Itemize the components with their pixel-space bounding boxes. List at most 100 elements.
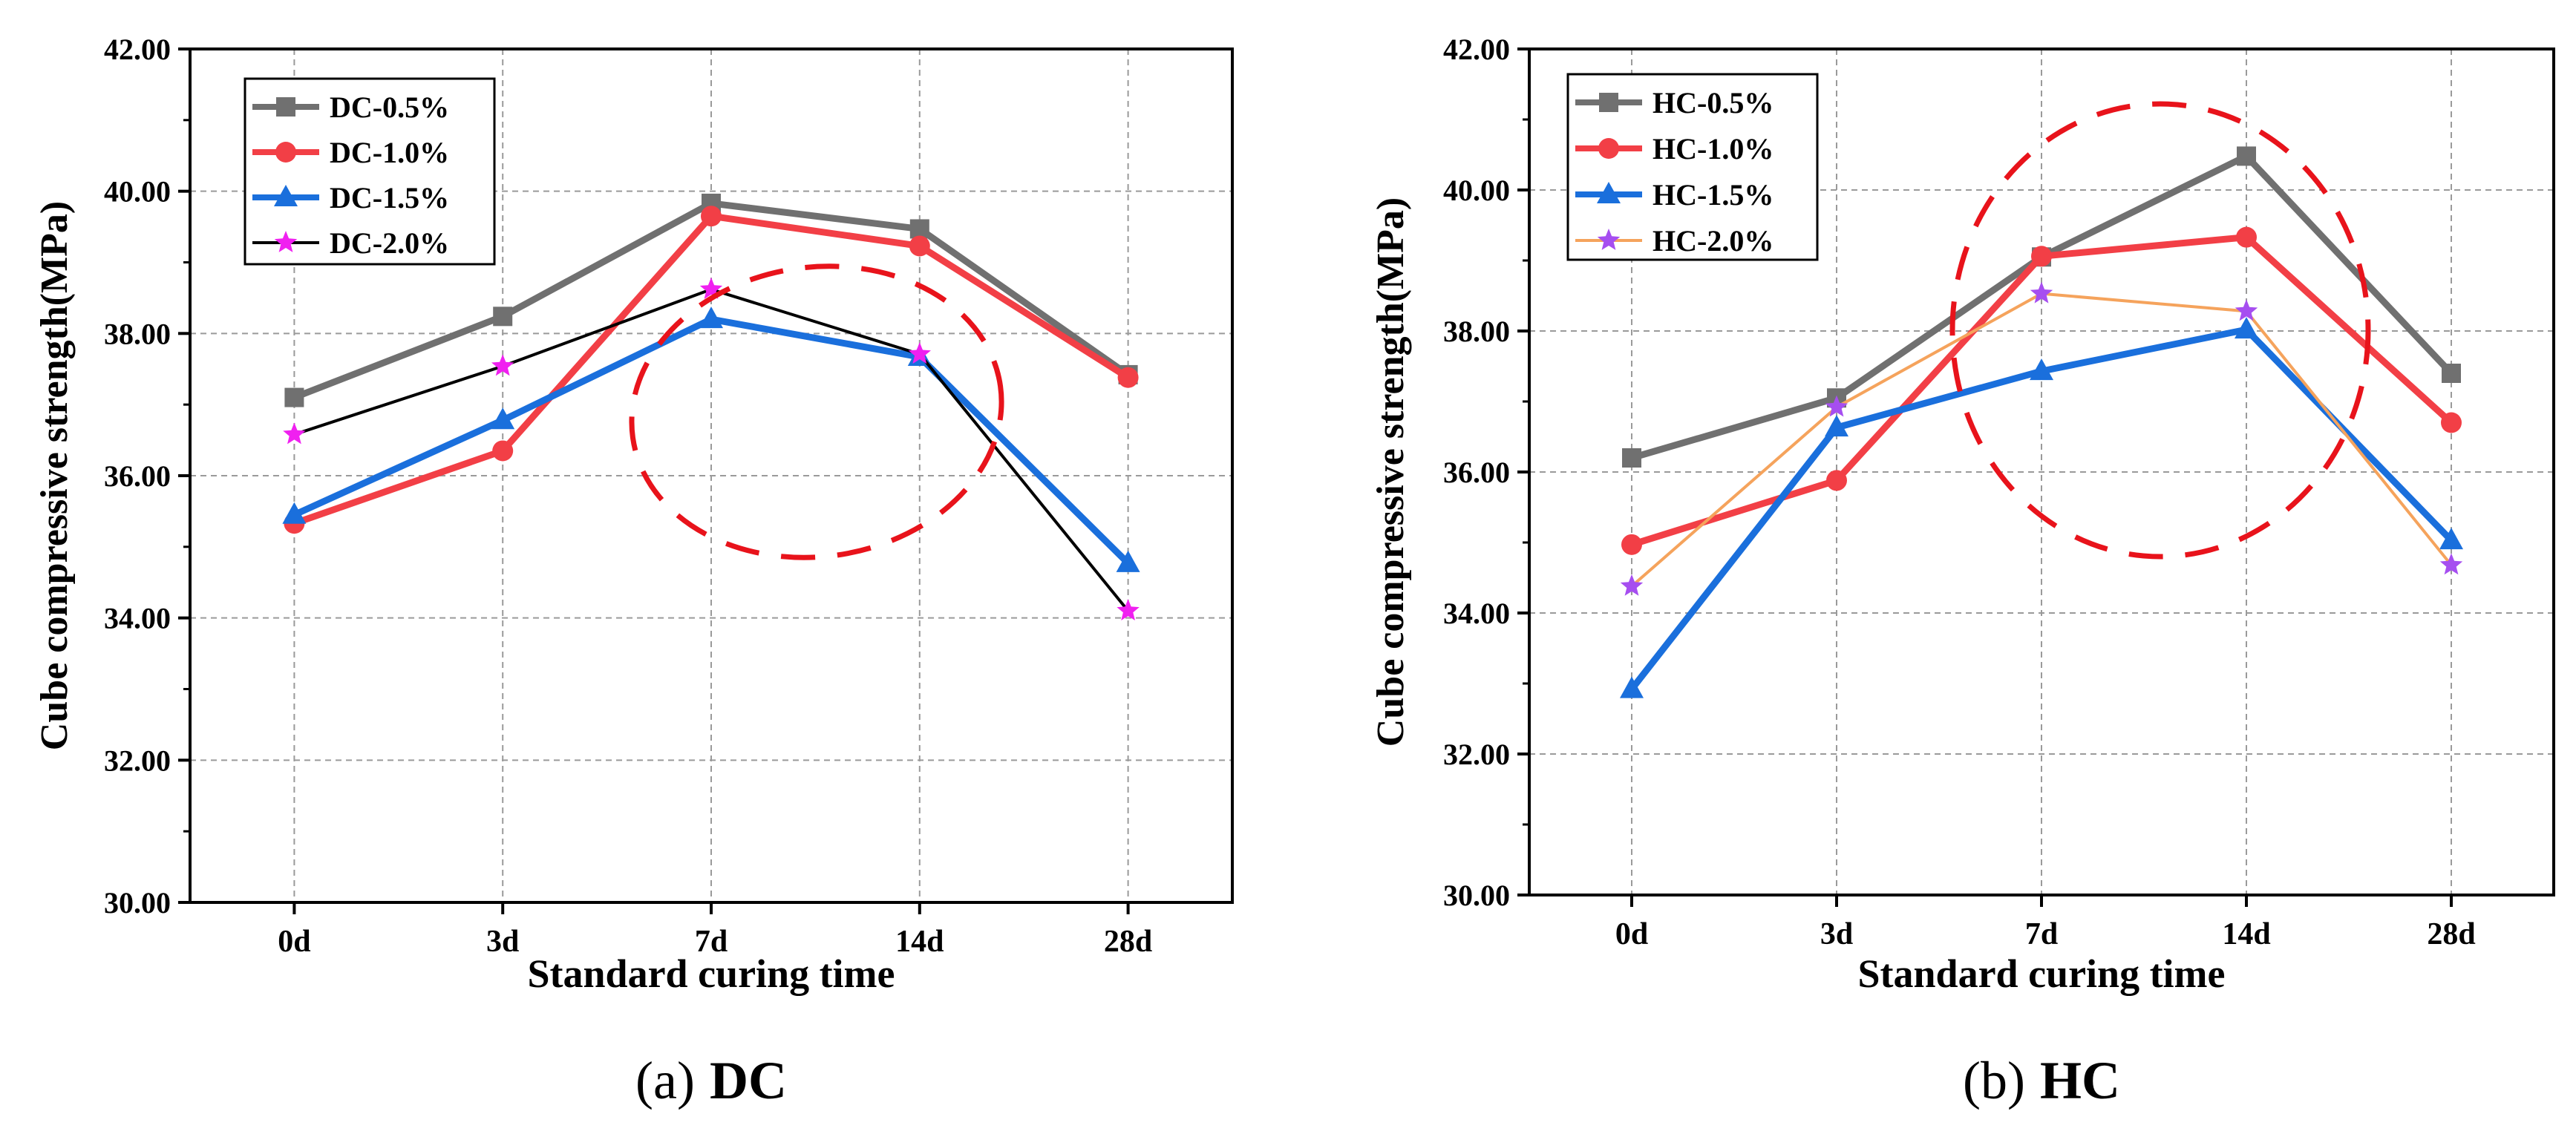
y-tick-label: 36.00 [104, 459, 171, 493]
y-tick-label: 36.00 [1443, 456, 1510, 489]
data-point [909, 219, 929, 239]
legend-item: HC-1.0% [1575, 132, 1774, 165]
data-point [1620, 676, 1644, 698]
legend-item: DC-1.0% [252, 136, 449, 169]
x-axis-title: Standard curing time [527, 951, 895, 996]
data-point [2031, 246, 2052, 267]
data-point [1826, 470, 1847, 491]
data-point [2236, 226, 2257, 248]
data-point [1622, 448, 1641, 468]
highlight-ellipse [1949, 101, 2371, 560]
data-point [284, 387, 304, 407]
y-axis-title: Cube compressive strength(MPa) [33, 201, 76, 750]
y-tick-label: 38.00 [104, 317, 171, 350]
panel-caption: (b) HC [1963, 1051, 2120, 1110]
legend-label: DC-1.5% [330, 181, 449, 214]
data-point [2442, 364, 2461, 383]
panel-caption: (a) DC [635, 1051, 787, 1110]
legend-marker [275, 142, 296, 163]
data-point [2237, 146, 2256, 166]
data-point [2235, 317, 2258, 339]
panel-label: (a) [635, 1051, 695, 1110]
y-tick-label: 40.00 [104, 175, 171, 209]
chart-panel-b: 30.00 32.00 34.00 36.00 38.00 40.00 42.00 0d 3d 7… [1370, 33, 2555, 996]
y-tick-label: 30.00 [104, 886, 171, 919]
series-DC-2.0% [283, 277, 1140, 620]
data-point [1117, 367, 1139, 388]
data-point [2439, 528, 2463, 550]
legend-label: HC-2.0% [1653, 224, 1774, 258]
x-tick-label: 14d [2222, 917, 2270, 951]
data-point [699, 277, 723, 299]
y-tick-label: 34.00 [1443, 597, 1510, 630]
data-point [701, 206, 722, 227]
series-HC-1.0% [1621, 226, 2462, 555]
legend-marker [1599, 93, 1618, 112]
data-point [1621, 534, 1642, 555]
legend-label: HC-1.0% [1653, 132, 1774, 165]
legend-marker [1597, 229, 1621, 250]
data-point [2235, 299, 2258, 321]
panel-name: DC [710, 1051, 787, 1110]
series-DC-1.5% [282, 306, 1140, 572]
x-axis-title: Standard curing time [1857, 951, 2225, 996]
data-point [2030, 281, 2053, 304]
series-HC-1.5% [1620, 317, 2463, 698]
legend-label: DC-0.5% [330, 91, 449, 124]
data-point [283, 422, 306, 445]
data-point [909, 235, 930, 257]
legend-label: HC-0.5% [1653, 86, 1774, 119]
series-HC-2.0% [1620, 281, 2463, 596]
x-tick-label: 3d [1820, 917, 1853, 951]
legend-marker [1597, 182, 1621, 203]
y-tick-label: 42.00 [1443, 33, 1510, 66]
data-point [1825, 415, 1848, 437]
legend-item: HC-0.5% [1575, 86, 1774, 119]
legend: HC-0.5% HC-1.0% HC-1.5% HC-2.0% [1566, 73, 1819, 261]
data-point [282, 502, 307, 524]
legend-label: DC-2.0% [330, 226, 449, 260]
data-point [491, 407, 515, 430]
legend-item: HC-2.0% [1575, 224, 1774, 258]
panel-label: (b) [1963, 1051, 2025, 1110]
legend-label: DC-1.0% [330, 136, 449, 169]
y-axis-title: Cube compressive strength(MPa) [1370, 197, 1412, 747]
x-tick-label: 0d [1615, 917, 1648, 951]
y-tick-label: 34.00 [104, 602, 171, 635]
x-tick-label: 0d [278, 925, 310, 959]
legend-label: HC-1.5% [1653, 178, 1774, 212]
x-tick-label: 7d [2025, 917, 2058, 951]
data-point [493, 306, 513, 327]
x-tick-label: 7d [695, 925, 728, 959]
data-point [1116, 550, 1140, 572]
y-tick-label: 30.00 [1443, 879, 1510, 912]
x-tick-label: 28d [2427, 917, 2475, 951]
legend-marker [274, 231, 298, 252]
legend-item: DC-0.5% [252, 91, 449, 124]
panel-name: HC [2040, 1051, 2120, 1110]
y-tick-label: 38.00 [1443, 315, 1510, 348]
data-point [1117, 599, 1140, 620]
chart-panel-a: 30.00 32.00 34.00 36.00 38.00 40.00 42.00 0d 3d 7… [33, 33, 1234, 996]
x-tick-label: 14d [895, 925, 944, 959]
data-point [1825, 395, 1848, 417]
legend-marker [276, 97, 295, 117]
data-point [908, 342, 931, 364]
data-point [2030, 358, 2053, 381]
y-tick-label: 40.00 [1443, 174, 1510, 207]
legend-item: HC-1.5% [1575, 178, 1774, 212]
highlight-ellipse [629, 263, 1004, 560]
data-point [1620, 574, 1644, 596]
x-tick-label: 28d [1104, 925, 1152, 959]
legend-item: DC-1.5% [252, 181, 449, 214]
data-point [491, 354, 514, 376]
data-point [492, 440, 514, 462]
y-tick-label: 32.00 [104, 744, 171, 777]
x-tick-label: 3d [486, 925, 519, 959]
legend: DC-0.5% DC-1.0% DC-1.5% DC-2.0% [243, 77, 496, 266]
data-point [2439, 553, 2463, 575]
legend-marker [1598, 138, 1619, 159]
data-point [699, 306, 723, 329]
legend-item: DC-2.0% [252, 226, 449, 260]
